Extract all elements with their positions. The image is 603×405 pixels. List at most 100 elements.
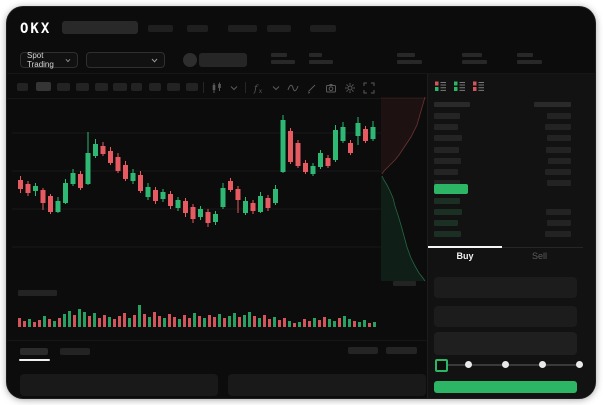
ask-price-4[interactable] xyxy=(434,158,461,164)
draw-icon[interactable] xyxy=(306,82,318,94)
bottom-bar-0[interactable] xyxy=(20,374,218,396)
ask-price-1[interactable] xyxy=(434,124,458,130)
toolbar-separator xyxy=(245,82,246,93)
ticker-stat-7 xyxy=(462,60,487,64)
slider-dot-1[interactable] xyxy=(501,361,509,368)
chevron-down-icon xyxy=(151,58,158,63)
timeframe-button-5[interactable] xyxy=(113,83,127,91)
chart-toolbar: f x xyxy=(203,79,375,96)
bottom-tab-1[interactable] xyxy=(60,348,90,355)
trade-input-0[interactable] xyxy=(434,277,577,298)
timeframe-button-7[interactable] xyxy=(149,83,161,91)
spot-trading-selector[interactable]: Spot Trading xyxy=(20,51,78,69)
top-nav-item-2[interactable] xyxy=(228,25,257,32)
ticker-stat-8 xyxy=(517,53,533,57)
bid-amount-3[interactable] xyxy=(545,231,571,237)
tab-sell[interactable]: Sell xyxy=(531,251,547,261)
depth-axis-label-0 xyxy=(393,281,416,286)
bid-price-0[interactable] xyxy=(434,198,460,204)
orderbook-layout-toggles xyxy=(434,80,485,93)
ask-amount-2[interactable] xyxy=(547,135,571,141)
active-tab-indicator xyxy=(428,246,502,248)
top-nav-item-3[interactable] xyxy=(267,25,291,32)
ticker-stat-3 xyxy=(309,60,333,64)
toolbar-divider xyxy=(7,98,427,99)
slider-dot-3[interactable] xyxy=(575,361,583,368)
bid-price-3[interactable] xyxy=(434,231,461,237)
toolbar-separator xyxy=(203,82,204,93)
timeframe-button-0[interactable] xyxy=(17,83,28,91)
top-nav-item-4[interactable] xyxy=(310,25,336,32)
timeframe-button-6[interactable] xyxy=(131,83,142,91)
search-input-0[interactable] xyxy=(62,21,138,34)
buy-button[interactable] xyxy=(434,381,577,393)
orderbook-col-header-1 xyxy=(534,102,571,107)
last-price-badge xyxy=(434,184,468,194)
spot-trading-label: Spot Trading xyxy=(27,51,54,69)
ask-price-3[interactable] xyxy=(434,147,459,153)
tab-buy[interactable]: Buy xyxy=(456,251,474,261)
bid-amount-2[interactable] xyxy=(547,220,571,226)
candle-style-icon[interactable] xyxy=(211,82,223,94)
ask-amount-5[interactable] xyxy=(545,169,571,175)
avatar[interactable] xyxy=(183,53,197,67)
ask-amount-3[interactable] xyxy=(546,147,571,153)
timeframe-button-4[interactable] xyxy=(95,83,108,91)
price-chart[interactable] xyxy=(7,7,427,398)
chevron-down-icon[interactable] xyxy=(230,85,238,91)
amount-slider-handle[interactable] xyxy=(435,359,448,372)
timeframe-button-1[interactable] xyxy=(36,82,51,91)
ask-amount-0[interactable] xyxy=(547,113,571,119)
book-asks-icon[interactable] xyxy=(472,80,485,93)
bottom-tab-underline-0 xyxy=(19,359,50,361)
bottom-action-1[interactable] xyxy=(386,347,417,354)
ticker-stat-5 xyxy=(397,60,422,64)
wave-icon[interactable] xyxy=(287,82,299,94)
volume-pane-label-0 xyxy=(18,290,57,296)
ask-price-5[interactable] xyxy=(434,169,458,175)
trade-input-1[interactable] xyxy=(434,306,577,327)
timeframe-button-2[interactable] xyxy=(57,83,70,91)
ticker-stat-2 xyxy=(309,53,322,57)
svg-text:f: f xyxy=(253,84,259,94)
settings-icon[interactable] xyxy=(344,82,356,94)
account-button-0[interactable] xyxy=(199,53,247,67)
book-bids-icon[interactable] xyxy=(453,80,466,93)
ticker-stat-1 xyxy=(271,60,295,64)
pair-dropdown[interactable] xyxy=(86,52,165,68)
timeframe-button-8[interactable] xyxy=(167,83,180,91)
bid-amount-1[interactable] xyxy=(546,209,571,215)
svg-text:x: x xyxy=(259,89,262,94)
indicators-icon[interactable]: f x xyxy=(253,82,265,94)
camera-icon[interactable] xyxy=(325,82,337,94)
bid-price-2[interactable] xyxy=(434,220,458,226)
bottom-tab-0[interactable] xyxy=(20,348,48,355)
trade-input-2[interactable] xyxy=(434,332,577,355)
ticker-stat-4 xyxy=(397,53,415,57)
bottom-action-0[interactable] xyxy=(348,347,378,354)
bottom-divider xyxy=(7,340,427,341)
ask-price-0[interactable] xyxy=(434,113,460,119)
okx-logo[interactable]: OKX xyxy=(20,21,52,37)
bottom-bar-1[interactable] xyxy=(228,374,426,396)
timeframe-button-9[interactable] xyxy=(186,83,198,91)
ask-amount-6[interactable] xyxy=(547,180,571,186)
slider-dot-2[interactable] xyxy=(538,361,546,368)
ask-price-6[interactable] xyxy=(434,180,460,186)
bid-price-1[interactable] xyxy=(434,209,462,215)
fullscreen-icon[interactable] xyxy=(363,82,375,94)
chevron-down-icon[interactable] xyxy=(272,85,280,91)
ticker-stat-6 xyxy=(462,53,482,57)
top-nav-item-0[interactable] xyxy=(148,25,173,32)
top-nav-item-1[interactable] xyxy=(187,25,208,32)
ticker-stat-0 xyxy=(271,53,287,57)
chevron-down-icon xyxy=(65,58,71,62)
ask-amount-1[interactable] xyxy=(545,124,571,130)
slider-dot-0[interactable] xyxy=(464,361,472,368)
ask-price-2[interactable] xyxy=(434,135,462,141)
book-both-icon[interactable] xyxy=(434,80,447,93)
timeframe-button-3[interactable] xyxy=(76,83,89,91)
ticker-stat-9 xyxy=(517,60,542,64)
amount-slider-track[interactable] xyxy=(439,364,580,366)
ask-amount-4[interactable] xyxy=(548,158,571,164)
